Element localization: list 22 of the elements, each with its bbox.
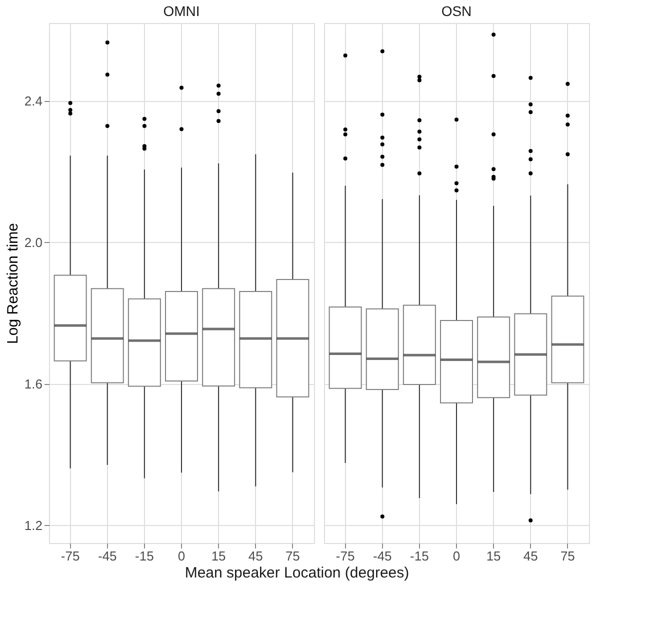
x-tick-label: -15 [410, 548, 429, 564]
y-tick-label: 2.0 [24, 234, 42, 250]
x-tick-label: 75 [285, 548, 300, 564]
x-tick-label: 45 [248, 548, 263, 564]
x-tick-label: -45 [372, 548, 392, 564]
x-tick-label: 15 [211, 548, 226, 564]
x-tick-label: -75 [60, 548, 80, 564]
x-tick-label: 15 [486, 548, 501, 564]
x-tick-label: 75 [560, 548, 575, 564]
x-tick-label: -75 [336, 548, 355, 564]
y-tick-label: 1.2 [24, 518, 42, 533]
x-tick-label: 45 [523, 548, 538, 564]
y-tick-label: 1.6 [24, 376, 42, 392]
chart-title: OSN [441, 3, 472, 19]
x-tick-label: -15 [135, 548, 154, 564]
y-tick-label: 2.4 [24, 93, 42, 108]
y-axis-title: Log Reaction time [4, 223, 22, 344]
x-tick-label: 0 [178, 548, 186, 564]
x-tick-label: 0 [452, 548, 460, 564]
x-tick-label: -45 [98, 548, 117, 564]
x-axis-title: Mean speaker Location (degrees) [184, 564, 410, 582]
chart-title: OMNI [163, 3, 200, 19]
